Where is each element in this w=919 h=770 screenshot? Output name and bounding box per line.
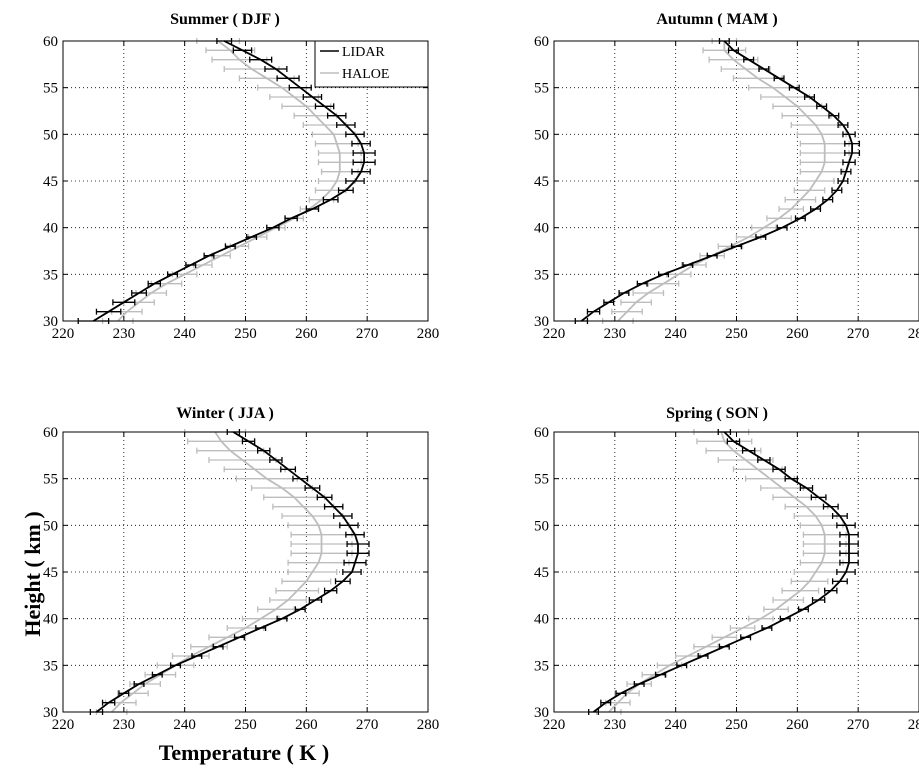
series-haloe: [95, 429, 353, 715]
x-tick-label: 260: [295, 717, 318, 733]
y-tick-label: 60: [534, 425, 549, 441]
series-line-haloe: [117, 40, 341, 322]
y-tick-label: 60: [43, 34, 58, 50]
panel-title: Autumn ( MAM ): [656, 11, 777, 28]
x-tick-label: 240: [664, 326, 687, 342]
y-tick-label: 30: [534, 705, 549, 721]
x-tick-label: 240: [173, 717, 196, 733]
series-lidar: [588, 429, 859, 715]
panel-title: Winter ( JJA ): [176, 405, 274, 422]
x-tick-label: 280: [417, 326, 440, 342]
x-tick-label: 260: [786, 717, 809, 733]
y-tick-label: 55: [534, 81, 549, 97]
x-axis-label: Temperature ( K ): [159, 740, 329, 765]
series-line-haloe: [608, 431, 826, 713]
y-tick-label: 40: [534, 612, 549, 628]
x-tick-label: 250: [234, 717, 257, 733]
panel-summer: Summer ( DJF ) 220 230 240 250 260 270 280 30 35…: [43, 11, 439, 342]
panel-winter: Winter ( JJA ) 220 230 240 250 260 270 280 30 35…: [43, 405, 439, 733]
y-tick-label: 30: [43, 705, 58, 721]
y-tick-label: 60: [534, 34, 549, 50]
series-line-lidar: [95, 431, 359, 713]
series-line-lidar: [92, 40, 366, 322]
series-lidar: [77, 38, 376, 324]
legend-box: [314, 40, 429, 88]
series-lidar: [574, 38, 861, 324]
series-line-haloe: [617, 41, 826, 322]
x-tick-label: 230: [604, 326, 627, 342]
series-line-lidar: [592, 431, 850, 713]
y-tick-label: 45: [43, 565, 58, 581]
legend: LIDAR HALOE: [314, 40, 429, 88]
x-tick-label: 220: [543, 717, 566, 733]
y-tick-label: 50: [43, 518, 58, 534]
y-tick-label: 35: [43, 267, 58, 283]
series-haloe: [602, 38, 850, 324]
x-tick-label: 260: [786, 326, 809, 342]
x-tick-label: 270: [847, 717, 870, 733]
x-tick-label: 250: [725, 717, 748, 733]
y-tick-label: 60: [43, 425, 58, 441]
y-tick-label: 40: [43, 221, 58, 237]
series-line-lidar: [580, 40, 853, 322]
y-tick-label: 50: [43, 127, 58, 143]
y-tick-label: 45: [534, 565, 549, 581]
series-haloe: [595, 429, 847, 715]
x-tick-label: 280: [908, 717, 919, 733]
x-tick-label: 270: [356, 326, 379, 342]
y-tick-label: 55: [43, 472, 58, 488]
x-tick-label: 240: [664, 717, 687, 733]
y-tick-label: 55: [43, 81, 58, 97]
y-tick-label: 40: [43, 612, 58, 628]
x-tick-label: 230: [604, 717, 627, 733]
y-tick-label: 55: [534, 472, 549, 488]
x-tick-label: 250: [234, 326, 257, 342]
x-tick-label: 270: [356, 717, 379, 733]
series-lidar: [89, 429, 370, 715]
panel-autumn: Autumn ( MAM ) 220 230 240 250 260 270 280 30 35…: [534, 11, 919, 342]
y-tick-label: 35: [534, 267, 549, 283]
x-tick-label: 270: [847, 326, 870, 342]
x-tick-label: 220: [52, 717, 75, 733]
x-tick-label: 220: [52, 326, 75, 342]
x-tick-label: 250: [725, 326, 748, 342]
y-tick-label: 50: [534, 127, 549, 143]
legend-label-lidar: LIDAR: [342, 45, 385, 60]
panel-spring: Spring ( SON ) 220 230 240 250 260 270 280 30 35…: [534, 405, 919, 733]
x-tick-label: 260: [295, 326, 318, 342]
x-tick-label: 280: [908, 326, 919, 342]
y-tick-label: 50: [534, 518, 549, 534]
y-tick-label: 30: [534, 314, 549, 330]
x-tick-label: 230: [113, 326, 136, 342]
y-tick-label: 40: [534, 221, 549, 237]
x-tick-label: 240: [173, 326, 196, 342]
y-tick-label: 35: [534, 658, 549, 674]
y-axis-label: Height ( km ): [20, 511, 45, 636]
legend-label-haloe: HALOE: [342, 67, 389, 82]
panel-title: Summer ( DJF ): [170, 11, 280, 28]
x-tick-label: 220: [543, 326, 566, 342]
y-tick-label: 45: [43, 174, 58, 190]
y-tick-label: 45: [534, 174, 549, 190]
x-tick-label: 230: [113, 717, 136, 733]
y-tick-label: 35: [43, 658, 58, 674]
panel-title: Spring ( SON ): [666, 405, 768, 422]
x-tick-label: 280: [417, 717, 440, 733]
y-tick-label: 30: [43, 314, 58, 330]
